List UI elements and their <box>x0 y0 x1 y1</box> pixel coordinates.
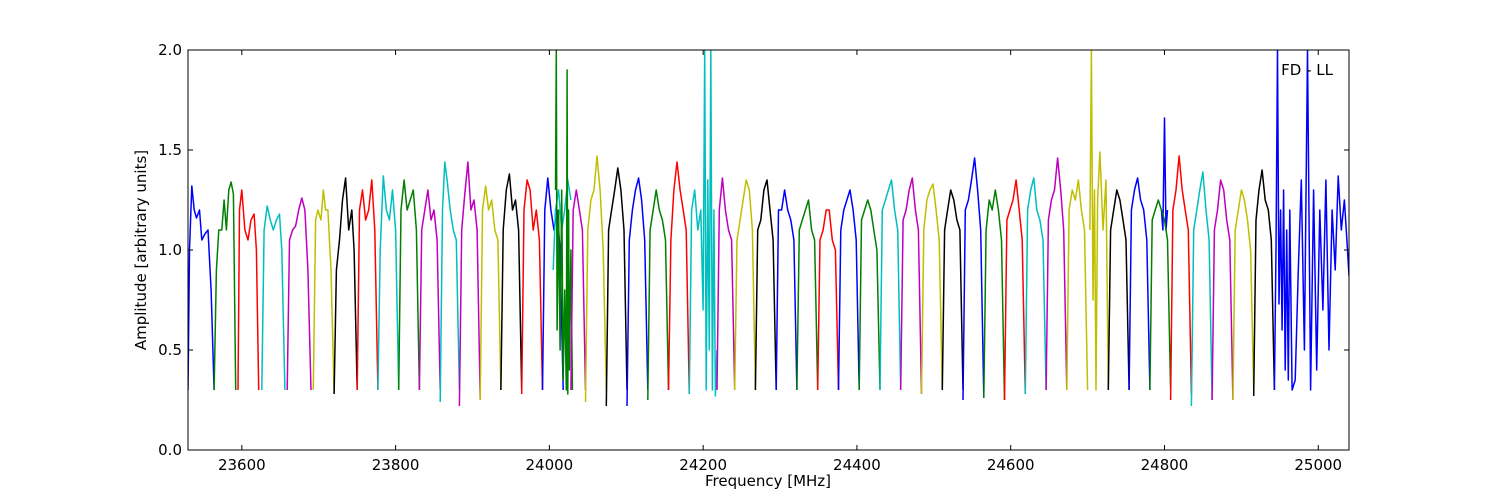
series-line-35 <box>879 179 902 391</box>
series-line-1 <box>188 185 215 391</box>
series-line-51 <box>1190 171 1213 407</box>
series-line-16 <box>520 179 544 395</box>
series-line-53 <box>1232 189 1255 401</box>
y-tick-label: 1.5 <box>158 141 182 159</box>
x-tick-label: 23800 <box>372 456 420 474</box>
series-line-36 <box>899 177 923 395</box>
series-line-40 <box>983 189 1006 401</box>
series-line-19 <box>554 50 574 395</box>
series-line-27 <box>716 177 736 391</box>
series-line-44 <box>1066 179 1089 391</box>
y-tick-label: 1.0 <box>158 241 182 259</box>
x-tick-label: 24200 <box>679 456 727 474</box>
plot-frame <box>187 49 1350 451</box>
series-line-42 <box>1024 177 1047 395</box>
x-tick-label: 24400 <box>833 456 881 474</box>
x-tick-label: 24600 <box>987 456 1035 474</box>
series-line-24 <box>647 189 670 401</box>
series-line-46 <box>1107 189 1130 391</box>
series-line-9 <box>377 175 400 391</box>
series-line-3 <box>237 189 260 391</box>
x-tick-label: 25000 <box>1294 456 1342 474</box>
y-tick-label: 2.0 <box>158 41 182 59</box>
x-tick-label: 24800 <box>1141 456 1189 474</box>
series-line-25 <box>667 161 691 395</box>
series-line-31 <box>796 199 819 391</box>
series-line-38 <box>941 189 964 391</box>
series-line-34 <box>858 199 881 391</box>
series-line-48 <box>1160 117 1169 231</box>
series-line-14 <box>479 185 502 401</box>
series-line-55 <box>1273 50 1349 391</box>
series-line-47 <box>1128 177 1151 391</box>
series-line-5 <box>286 197 312 391</box>
series-line-30 <box>775 189 798 391</box>
series-line-6 <box>312 189 335 395</box>
series-line-28 <box>733 179 757 391</box>
series-line-32 <box>816 209 840 391</box>
series-layer <box>188 50 1349 407</box>
series-line-21 <box>584 155 608 403</box>
series-line-15 <box>500 173 523 391</box>
series-line-13 <box>458 161 481 407</box>
series-line-12 <box>439 161 461 403</box>
x-axis-ticks: 23600 23800 24000 24200 24400 24600 24800 25000 <box>218 50 1342 474</box>
series-line-41 <box>1003 179 1027 401</box>
series-line-39 <box>962 157 985 401</box>
series-line-45 <box>1089 50 1110 391</box>
series-line-54 <box>1252 169 1276 397</box>
series-line-2 <box>213 181 237 391</box>
y-tick-label: 0.5 <box>158 341 182 359</box>
y-tick-label: 0.0 <box>158 441 182 459</box>
series-line-29 <box>754 179 777 391</box>
series-line-7 <box>333 177 358 395</box>
x-tick-label: 23600 <box>218 456 266 474</box>
series-line-50 <box>1169 155 1193 401</box>
series-line-20 <box>570 189 587 391</box>
series-line-49 <box>1149 199 1172 391</box>
panel-annotation: FD - LL <box>1281 61 1333 79</box>
series-line-26 <box>688 50 718 397</box>
series-line-33 <box>837 189 860 391</box>
series-line-8 <box>356 179 379 391</box>
x-axis-label: Frequency [MHz] <box>705 472 831 490</box>
series-line-43 <box>1045 157 1068 391</box>
x-tick-label: 24000 <box>526 456 574 474</box>
series-line-10 <box>397 179 421 391</box>
series-line-11 <box>418 189 441 391</box>
series-line-52 <box>1211 179 1234 401</box>
series-line-4 <box>261 205 286 391</box>
series-line-23 <box>626 177 649 407</box>
y-axis-label: Amplitude [arbitrary units] <box>132 150 150 350</box>
y-axis-ticks: 0.0 0.5 1.0 1.5 2.0 <box>158 41 1349 459</box>
series-line-37 <box>920 183 944 395</box>
series-line-22 <box>605 167 628 407</box>
